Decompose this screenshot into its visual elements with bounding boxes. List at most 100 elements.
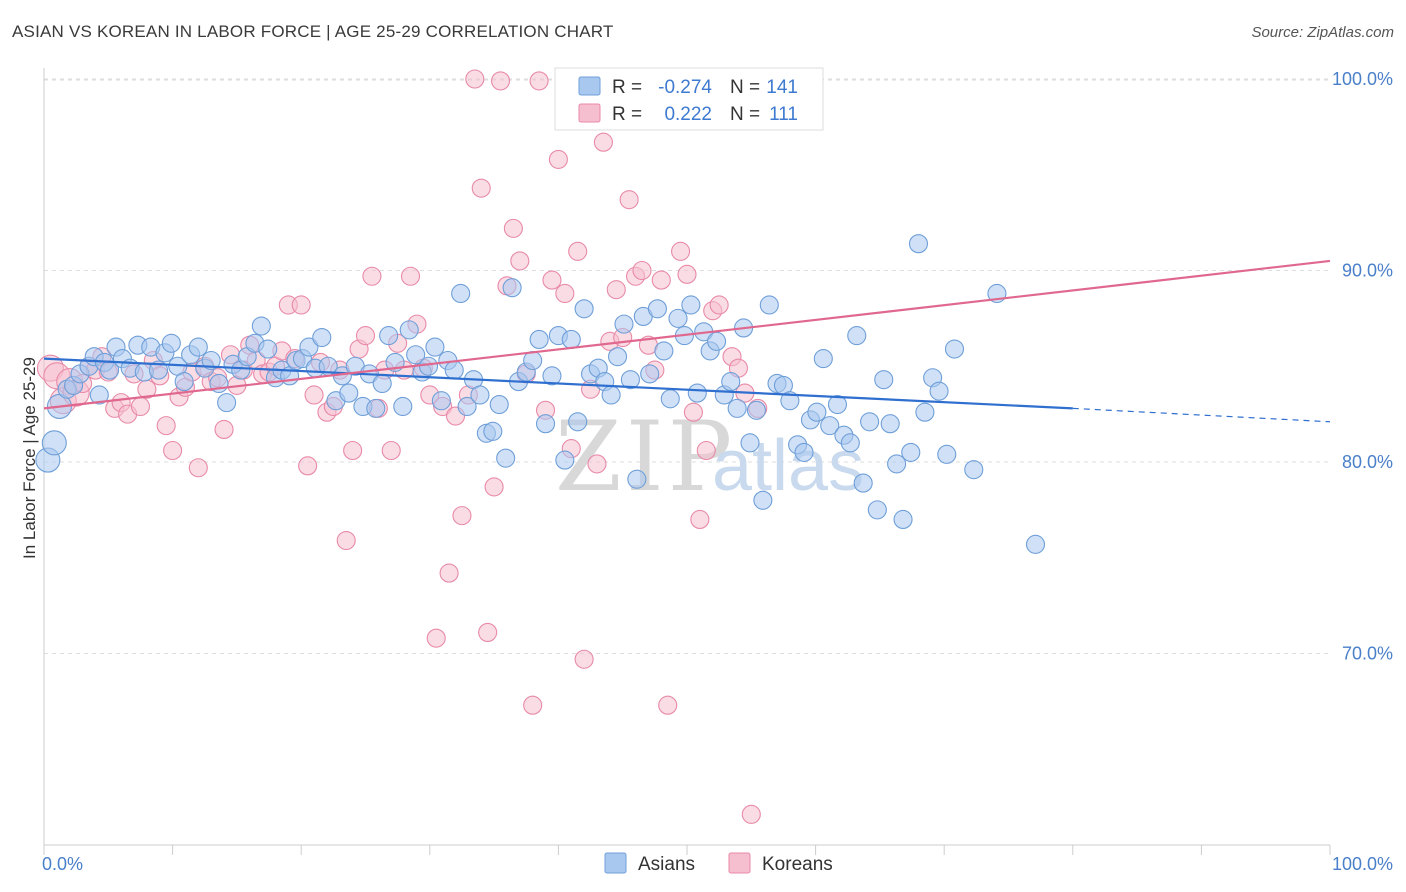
y-tick-label-1: 80.0% [1342, 452, 1393, 472]
y-tick-labels: 70.0% 80.0% 90.0% 100.0% [1332, 69, 1393, 664]
legend-korean-r-label: R = [612, 104, 642, 125]
asian-point-53 [393, 396, 413, 417]
korean-point-53 [381, 440, 401, 461]
korean-point-95 [651, 270, 671, 290]
asian-point-128 [887, 454, 907, 474]
asian-point-55 [406, 345, 426, 365]
asian-trend-line [43, 357, 1073, 410]
asian-point-117 [813, 349, 833, 369]
asian-point-92 [647, 299, 667, 319]
legend-korean-n-label: N = [730, 104, 760, 125]
asian-point-75 [535, 414, 556, 434]
korean-point-88 [606, 280, 626, 300]
legend-swatch-korean [578, 103, 601, 123]
korean-point-83 [574, 649, 594, 669]
korean-point-14 [130, 396, 150, 417]
korean-point-96 [658, 695, 678, 715]
legend-asian-n-label: N = [730, 77, 760, 98]
asian-point-116 [807, 402, 827, 422]
asian-point-137 [964, 460, 984, 480]
asian-point-125 [867, 500, 887, 520]
y-tick-label-0: 70.0% [1342, 644, 1393, 664]
legend-asian-r-label: R = [612, 77, 642, 98]
asian-point-94 [660, 389, 680, 409]
asian-point-106 [740, 433, 760, 453]
asian-point-80 [568, 412, 588, 432]
korean-point-80 [555, 283, 575, 304]
asian-point-68 [489, 394, 509, 415]
asian-point-21 [174, 372, 194, 392]
asian-point-61 [444, 360, 464, 380]
asian-point-139 [1025, 534, 1046, 554]
korean-point-100 [683, 402, 703, 422]
legend-bottom-asian-label: Asians [638, 854, 695, 875]
korean-point-19 [163, 440, 183, 461]
asian-point-108 [753, 490, 773, 510]
asian-point-86 [608, 347, 628, 367]
asian-point-130 [901, 442, 921, 462]
asian-point-119 [827, 394, 848, 415]
korean-point-92 [632, 260, 652, 281]
asian-point-32 [251, 316, 271, 336]
asian-point-79 [561, 329, 581, 349]
asian-point-27 [217, 393, 237, 413]
korean-point-102 [696, 440, 716, 461]
y-tick-label-2: 90.0% [1342, 261, 1393, 281]
y-axis-title: In Labor Force | Age 25-29 [20, 357, 39, 559]
korean-point-64 [452, 506, 472, 526]
asian-point-103 [721, 372, 741, 392]
asian-point-114 [794, 442, 814, 462]
asian-point-101 [707, 331, 727, 351]
chart-title: ASIAN VS KOREAN IN LABOR FORCE | AGE 25-… [12, 22, 614, 41]
asian-point-17 [148, 360, 169, 380]
korean-point-47 [343, 440, 363, 461]
korean-point-66 [465, 69, 485, 89]
korean-trend-line [43, 259, 1331, 410]
legend-asian-r-value: -0.274 [658, 77, 712, 98]
asian-point-123 [853, 473, 873, 493]
asian-point-74 [529, 329, 549, 349]
asian-point-33 [258, 339, 278, 359]
korean-point-56 [400, 266, 421, 286]
korean-point-85 [587, 454, 607, 474]
asian-point-62 [451, 283, 471, 304]
korean-point-41 [304, 385, 324, 405]
korean-point-86 [593, 132, 613, 152]
korean-point-23 [188, 458, 208, 478]
asian-point-136 [944, 339, 965, 359]
asian-point-50 [372, 373, 392, 394]
korean-point-46 [336, 530, 356, 551]
asian-point-131 [908, 234, 929, 254]
asian-point-132 [915, 402, 935, 422]
asian-point-118 [820, 416, 840, 436]
x-tick-label-min: 0.0% [42, 854, 83, 874]
asian-point-57 [418, 356, 439, 376]
asian-point-54 [399, 320, 419, 340]
legend-bottom: Asians Koreans [604, 852, 833, 875]
korean-point-62 [439, 563, 459, 583]
korean-point-78 [542, 270, 562, 290]
korean-point-72 [503, 218, 523, 238]
korean-point-109 [741, 804, 761, 824]
korean-point-101 [690, 509, 710, 530]
asian-point-73 [523, 350, 543, 371]
asian-point-45 [339, 383, 359, 403]
asian-point-23 [188, 337, 208, 357]
korean-point-73 [510, 251, 530, 271]
asian-point-126 [874, 370, 894, 390]
x-tick-label-max: 100.0% [1332, 854, 1393, 874]
korean-point-82 [568, 241, 588, 261]
asian-point-135 [937, 444, 957, 464]
asian-point-81 [574, 299, 594, 319]
asian-point-69 [496, 448, 516, 468]
asian-point-63 [457, 396, 477, 417]
asian-point-76 [542, 366, 562, 386]
asian-point-127 [880, 414, 900, 434]
asian-point-121 [840, 433, 860, 453]
asian-point-88 [620, 370, 640, 390]
korean-point-90 [619, 190, 639, 210]
asian-point-87 [614, 314, 634, 334]
korean-point-69 [484, 477, 504, 497]
asian-point-25 [201, 350, 221, 371]
asian-points [35, 234, 1046, 554]
